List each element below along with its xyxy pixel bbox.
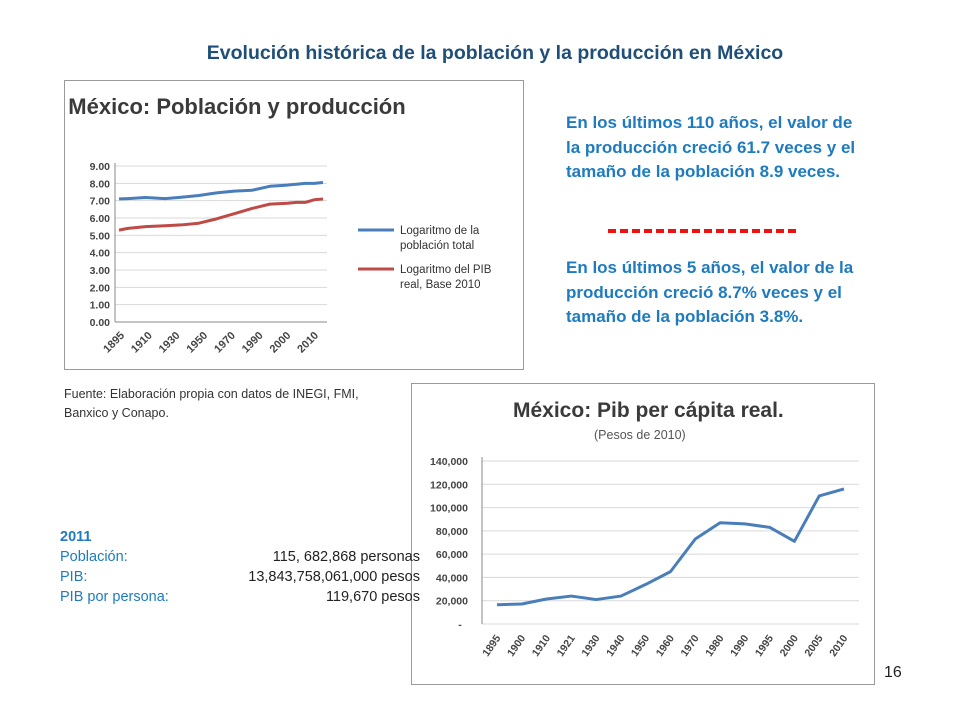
chart1-x-tick-label: 1970 (212, 330, 238, 356)
chart1-y-tick-label: 1.00 (90, 300, 111, 312)
chart1-legend-gdp: Logaritmo del PIB real, Base 2010 (400, 264, 492, 291)
chart1-population-line (118, 180, 324, 201)
chart2-y-tick-label: 80,000 (436, 526, 468, 538)
chart1-y-tick-label: 0.00 (90, 317, 111, 329)
chart2-x-tick-label: 1895 (480, 633, 503, 659)
gdp-per-capita-chart: México: Pib per cápita real. (Pesos de 20… (411, 383, 875, 685)
chart2-x-tick-label: 1970 (679, 633, 702, 659)
chart1-x-tick-label: 2010 (295, 330, 321, 356)
chart2-x-tick-label: 1995 (753, 633, 776, 659)
chart2-x-tick-label: 1950 (629, 633, 652, 659)
chart2-y-tick-label: 120,000 (430, 479, 468, 491)
chart1-x-tick-label: 2000 (268, 330, 294, 356)
dashed-divider (608, 229, 796, 233)
chart2-subtitle: (Pesos de 2010) (594, 428, 686, 442)
chart1-x-tick-label: 1895 (101, 330, 127, 356)
chart1-y-tick-label: 7.00 (90, 196, 111, 208)
stats-label-gdp: PIB: (60, 569, 88, 585)
chart1-x-tick-label: 1990 (240, 330, 266, 356)
stats-row-gdp: PIB: 13,843,758,061,000 pesos (60, 567, 420, 587)
chart2-x-tick-label: 1930 (579, 633, 602, 659)
chart1-x-tick-label: 1930 (157, 330, 183, 356)
stats-block: 2011 Población: 115, 682,868 personas PI… (60, 527, 420, 607)
chart2-x-tick-label: 1940 (604, 633, 627, 659)
chart1-gdp-line (118, 197, 324, 232)
chart1-legend-population: Logaritmo de la población total (400, 225, 480, 252)
chart2-title: México: Pib per cápita real. (513, 399, 784, 422)
chart2-y-tick-label: 20,000 (436, 596, 468, 608)
chart2-y-tick-label: 100,000 (430, 503, 468, 515)
chart2-x-tick-label: 2010 (827, 633, 850, 659)
chart1-y-tick-label: 6.00 (90, 213, 111, 225)
stats-value-gdp-per-person: 119,670 pesos (325, 589, 420, 605)
chart1-y-tick-label: 9.00 (90, 161, 111, 173)
chart2-x-tick-label: 2000 (778, 633, 801, 659)
chart2-x-tick-label: 1900 (505, 633, 528, 659)
chart2-x-tick-label: 1921 (555, 633, 578, 659)
chart1-y-tick-label: 2.00 (90, 282, 111, 294)
stats-label-gdp-per-person: PIB por persona: (60, 589, 169, 605)
chart2-y-tick-label: 40,000 (436, 572, 468, 584)
long-term-note: En los últimos 110 años, el valor de la … (566, 113, 856, 181)
chart1-x-tick-label: 1950 (184, 330, 210, 356)
chart2-gdp-per-capita-line (496, 487, 845, 607)
population-production-chart: México: Población y producción 0.00 1.00 2.… (64, 80, 524, 370)
short-term-note: En los últimos 5 años, el valor de la pr… (566, 258, 854, 326)
chart1-title: México: Población y producción (68, 94, 405, 119)
page-number: 16 (884, 664, 902, 681)
population-production-chart-svg: México: Población y producción 0.00 1.00 2.… (68, 94, 492, 356)
chart2-x-tick-label: 1990 (728, 633, 751, 659)
slide-title: Evolución histórica de la población y la… (206, 42, 784, 64)
stats-row-population: Población: 115, 682,868 personas (60, 547, 420, 567)
stats-label-population: Población: (60, 549, 128, 565)
chart2-y-tick-label: 140,000 (430, 456, 468, 468)
chart1-x-tick-label: 1910 (129, 330, 155, 356)
chart2-x-tick-label: 1960 (654, 633, 677, 659)
chart2-x-tick-label: 1980 (703, 633, 726, 659)
chart1-y-tick-label: 8.00 (90, 178, 111, 190)
stats-year: 2011 (60, 529, 92, 545)
stats-value-gdp: 13,843,758,061,000 pesos (248, 569, 420, 585)
source-note: Fuente: Elaboración propia con datos de … (64, 387, 359, 420)
gdp-per-capita-chart-svg: México: Pib per cápita real. (Pesos de 20… (430, 399, 859, 659)
chart1-y-tick-label: 5.00 (90, 230, 111, 242)
stats-value-population: 115, 682,868 personas (272, 549, 420, 565)
chart2-x-tick-label: 1910 (530, 633, 553, 659)
chart1-y-tick-label: 4.00 (90, 248, 111, 260)
chart2-x-tick-label: 2005 (802, 633, 825, 659)
chart2-y-tick-label: - (458, 619, 462, 631)
chart2-y-tick-label: 60,000 (436, 549, 468, 561)
chart1-y-tick-label: 3.00 (90, 265, 111, 277)
stats-row-gdp-per-person: PIB por persona: 119,670 pesos (60, 587, 420, 607)
